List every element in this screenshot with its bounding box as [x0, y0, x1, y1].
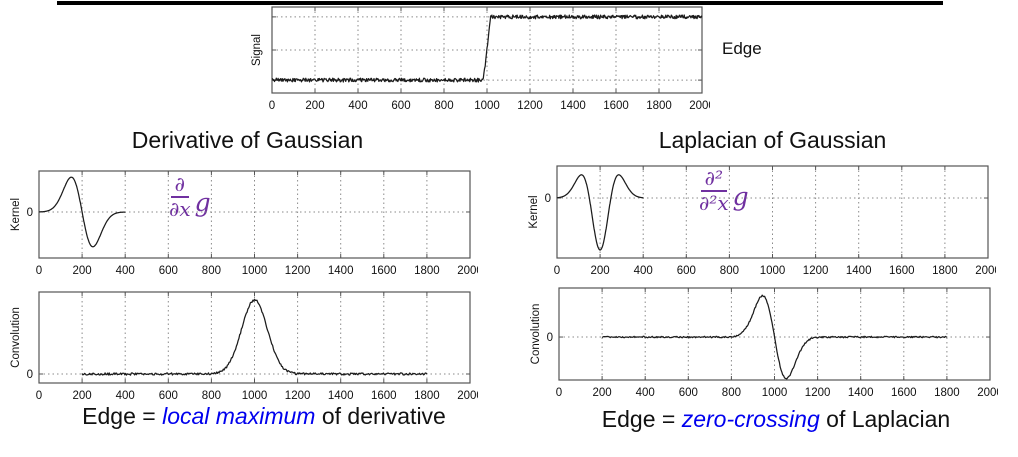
x-tick-label: 0 [554, 265, 560, 277]
derivative-of-gaussian-title: Derivative of Gaussian [131, 127, 364, 153]
derivative-caption-suffix: of derivative [315, 403, 446, 429]
x-tick-label: 200 [593, 387, 612, 399]
x-tick-label: 800 [722, 387, 741, 399]
x-tick-label: 200 [73, 390, 92, 402]
x-tick-label: 1600 [889, 265, 915, 277]
laplacian-of-gaussian-title: Laplacian of Gaussian [658, 127, 887, 153]
log-numerator: ∂² [700, 168, 727, 192]
laplacian-caption-highlight: zero-crossing [681, 406, 820, 432]
dog-numerator: ∂ [170, 174, 189, 198]
dog-kernel-ylabel: Kernel [10, 198, 22, 231]
log-conv-ylabel: Convolution [530, 304, 542, 365]
x-tick-label: 0 [269, 100, 275, 112]
x-tick-label: 1400 [846, 265, 872, 277]
derivative-caption: Edge = local maximum of derivative [34, 403, 494, 430]
x-tick-label: 1000 [760, 265, 786, 277]
x-tick-label: 400 [636, 387, 655, 399]
x-tick-label: 200 [591, 265, 610, 277]
x-tick-label: 1800 [414, 265, 440, 277]
x-tick-label: 1600 [371, 265, 397, 277]
x-tick-label: 0 [36, 265, 42, 277]
x-tick-label: 800 [202, 265, 221, 277]
x-tick-label: 1000 [242, 390, 268, 402]
log-operand: g [732, 181, 749, 211]
x-tick-label: 400 [634, 265, 653, 277]
x-tick-label: 1000 [762, 387, 788, 399]
x-tick-label: 600 [679, 387, 698, 399]
dog-formula: ∂ ∂x g [167, 174, 211, 220]
x-tick-label: 1600 [603, 100, 629, 112]
x-tick-label: 1800 [932, 265, 958, 277]
x-tick-label: 600 [159, 390, 178, 402]
x-tick-label: 1200 [517, 100, 543, 112]
x-tick-label: 400 [116, 390, 135, 402]
dog-denominator: ∂x [169, 197, 191, 221]
x-tick-label: 600 [391, 100, 410, 112]
x-tick-label: 1000 [242, 265, 268, 277]
y-zero-label: 0 [27, 369, 33, 381]
x-tick-label: 1600 [371, 390, 397, 402]
top-divider-bar [57, 1, 943, 5]
x-tick-label: 800 [202, 390, 221, 402]
x-tick-label: 600 [677, 265, 696, 277]
x-tick-label: 1400 [328, 265, 354, 277]
x-tick-label: 0 [36, 390, 42, 402]
x-tick-label: 1200 [285, 390, 311, 402]
x-tick-label: 800 [434, 100, 453, 112]
dog-fraction: ∂ ∂x [167, 174, 193, 220]
x-tick-label: 1200 [803, 265, 829, 277]
x-tick-label: 1400 [328, 390, 354, 402]
x-tick-label: 1800 [414, 390, 440, 402]
x-tick-label: 1600 [891, 387, 917, 399]
y-zero-label: 0 [27, 207, 33, 219]
laplacian-caption-prefix: Edge = [601, 406, 682, 432]
x-tick-label: 1400 [560, 100, 586, 112]
x-tick-label: 1200 [285, 265, 311, 277]
x-tick-label: 1200 [805, 387, 831, 399]
x-tick-label: 200 [305, 100, 324, 112]
log-formula: ∂² ∂²x g [697, 168, 749, 214]
laplacian-caption: Edge = zero-crossing of Laplacian [556, 406, 996, 433]
x-tick-label: 1000 [474, 100, 500, 112]
edge-annotation: Edge [722, 39, 762, 58]
y-zero-label: 0 [545, 193, 551, 205]
signal-ylabel: Signal [251, 34, 263, 66]
dog-conv-ylabel: Convolution [10, 307, 22, 368]
laplacian-caption-suffix: of Laplacian [819, 406, 951, 432]
derivative-caption-prefix: Edge = [82, 403, 163, 429]
x-tick-label: 400 [116, 265, 135, 277]
x-tick-label: 1800 [646, 100, 672, 112]
x-tick-label: 1400 [848, 387, 874, 399]
derivative-caption-highlight: local maximum [162, 403, 316, 429]
y-zero-label: 0 [547, 332, 553, 344]
dog-operand: g [194, 187, 211, 217]
x-tick-label: 400 [348, 100, 367, 112]
x-tick-label: 1800 [934, 387, 960, 399]
x-tick-label: 600 [159, 265, 178, 277]
x-tick-label: 0 [556, 387, 562, 399]
log-kernel-ylabel: Kernel [528, 195, 540, 228]
x-tick-label: 200 [73, 265, 92, 277]
x-tick-label: 800 [720, 265, 739, 277]
